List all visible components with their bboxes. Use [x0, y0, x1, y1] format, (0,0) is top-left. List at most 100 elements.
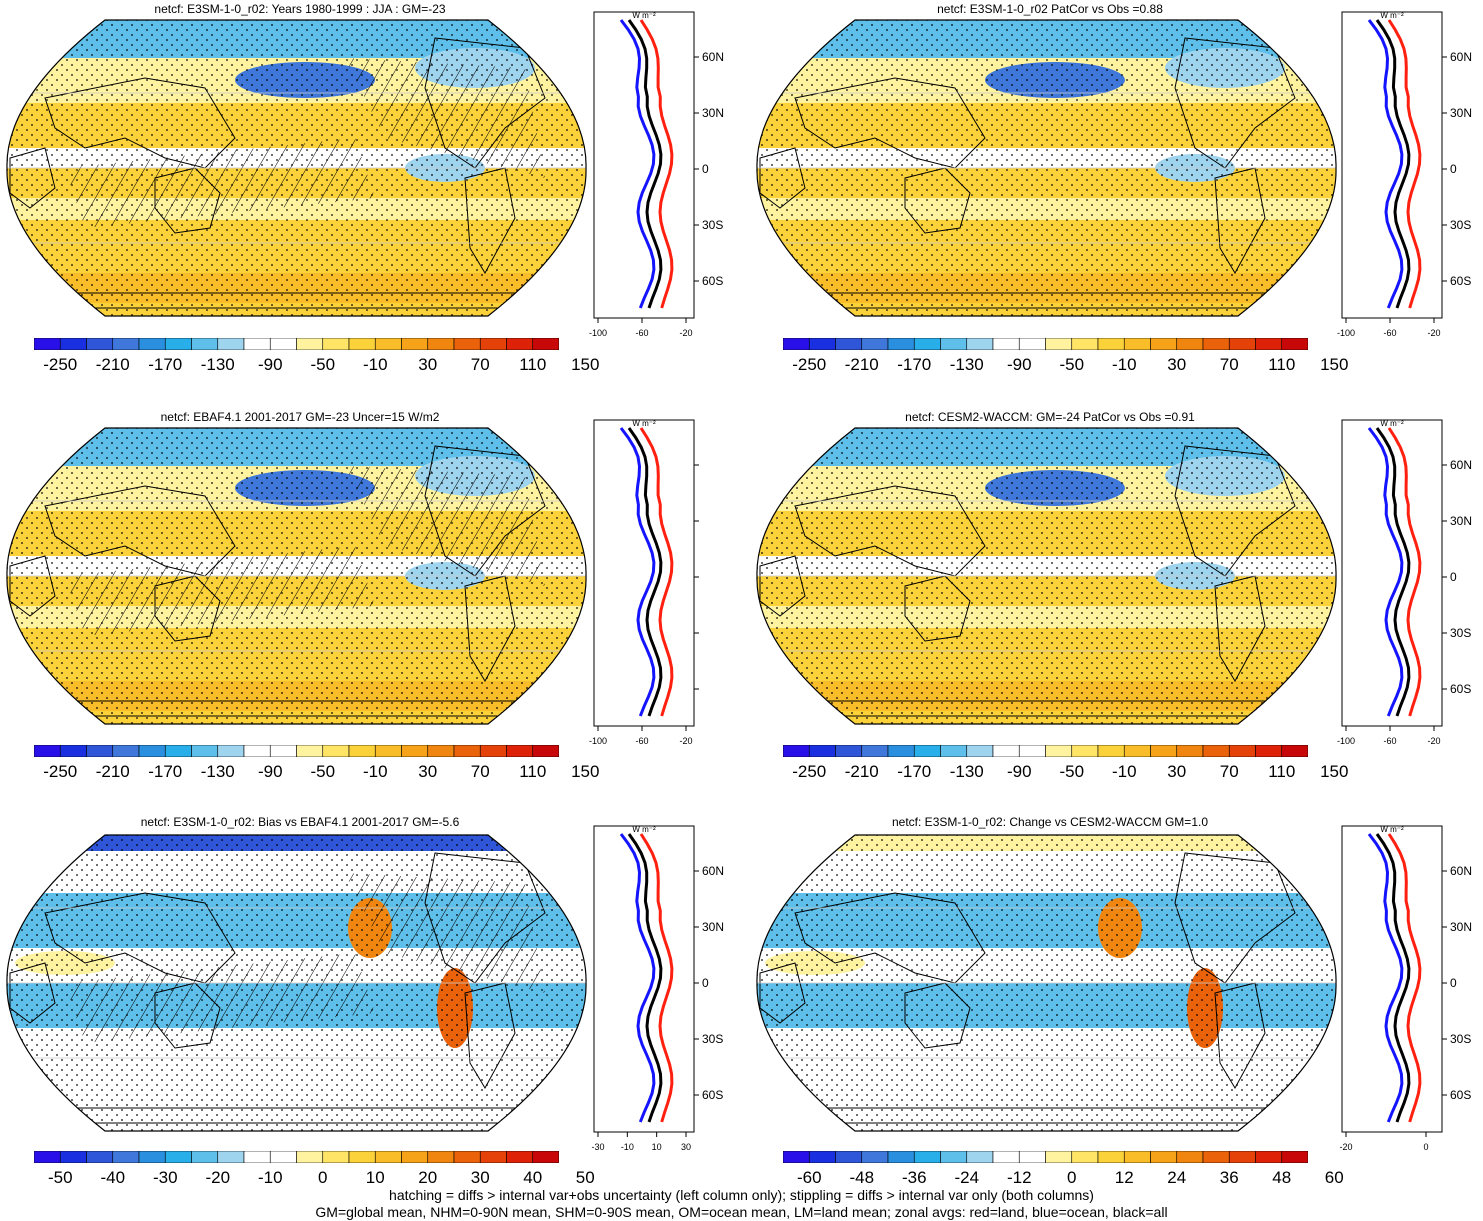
zonal-tick-label: 10 [652, 1142, 662, 1152]
zonal-tick-label: -60 [635, 736, 648, 746]
zonal-lat-label: 30S [702, 218, 723, 232]
colorbar-swatch [783, 1151, 810, 1163]
colorbar-swatch [506, 338, 534, 350]
colorbar [783, 745, 1308, 757]
colorbar-tick-label: 50 [575, 1168, 595, 1187]
colorbar-swatch [1123, 745, 1151, 757]
zonal-tick-label: -60 [1383, 736, 1396, 746]
colorbar-swatch [966, 338, 994, 350]
colorbar-tick-label: -210 [844, 762, 879, 781]
colorbar-tick-label: -250 [792, 355, 827, 374]
colorbar-tick-label: -130 [200, 762, 235, 781]
zonal-lat-label: 60N [1450, 864, 1472, 878]
colorbar-tick-label: -170 [897, 762, 932, 781]
colorbar-swatch [348, 1151, 376, 1163]
colorbar-swatch [1045, 338, 1073, 350]
colorbar-swatch [887, 338, 915, 350]
zonal-lat-label: 60S [1450, 274, 1471, 288]
colorbar-swatch [1018, 338, 1046, 350]
land-zonal-line [639, 833, 674, 1123]
colorbar-swatch [835, 1151, 863, 1163]
zonal-lat-label: 30S [1450, 626, 1471, 640]
all-zonal-line [1375, 19, 1411, 309]
zonal-tick-label: -20 [679, 328, 692, 338]
zonal-lat-label: 60S [1450, 682, 1471, 696]
zonal-lat-label: 60S [1450, 1088, 1471, 1102]
panel-title: netcf: E3SM-1-0_r02: Change vs CESM2-WAC… [892, 815, 1208, 829]
colorbar-tick-label: -90 [257, 355, 283, 374]
panel-title: netcf: EBAF4.1 2001-2017 GM=-23 Uncer=15… [160, 410, 440, 424]
robinson-map [756, 19, 1337, 317]
zonal-lat-label: 0 [1450, 570, 1457, 584]
colorbar-swatch [34, 1151, 61, 1163]
colorbar-tick-label: -130 [949, 762, 984, 781]
colorbar-swatch [322, 1151, 350, 1163]
colorbar-tick-label: 0 [1067, 1168, 1077, 1187]
colorbar-swatch [1255, 338, 1283, 350]
land-zonal-line [639, 19, 674, 309]
colorbar [34, 338, 559, 350]
land-zonal-line [1387, 19, 1422, 309]
colorbar-swatch [835, 745, 863, 757]
zonal-unit-label: W m⁻² [1380, 825, 1404, 834]
ocean-zonal-line [619, 833, 656, 1123]
colorbar-tick-label: 70 [1219, 355, 1239, 374]
colorbar-swatch [861, 1151, 889, 1163]
colorbar-swatch [374, 745, 402, 757]
colorbar-swatch [940, 745, 968, 757]
colorbar-swatch [427, 338, 455, 350]
colorbar-swatch [1176, 338, 1204, 350]
colorbar-swatch [401, 745, 429, 757]
colorbar-swatch [217, 745, 245, 757]
colorbar-tick-label: 70 [1219, 762, 1239, 781]
colorbar-swatch [1281, 1151, 1308, 1163]
colorbar-tick-label: 40 [523, 1168, 543, 1187]
colorbar-tick-label: 30 [470, 1168, 490, 1187]
colorbar-tick-label: 110 [1268, 762, 1296, 781]
colorbar-swatch [1150, 1151, 1178, 1163]
colorbar-swatch [532, 745, 559, 757]
zonal-unit-label: W m⁻² [632, 11, 656, 20]
colorbar-tick-label: 70 [470, 355, 490, 374]
colorbar-swatch [992, 338, 1020, 350]
colorbar-swatch [427, 745, 455, 757]
zonal-average-plot: W m⁻² 60N 30N 0 30S 60S -100 -60 -20 [1337, 419, 1472, 746]
all-zonal-line [1375, 833, 1411, 1123]
colorbar-swatch [112, 745, 140, 757]
colorbar-swatch [427, 1151, 455, 1163]
colorbar-tick-label: 110 [519, 762, 547, 781]
colorbar-tick-label: -10 [257, 1168, 283, 1187]
colorbar-tick-label: -30 [152, 1168, 178, 1187]
land-zonal-line [1387, 833, 1422, 1123]
zonal-tick-label: 0 [1423, 1142, 1428, 1152]
zonal-lat-label: 60N [1450, 50, 1472, 64]
colorbar-swatch [1202, 1151, 1230, 1163]
colorbar-swatch [322, 338, 350, 350]
colorbar-swatch [1071, 338, 1099, 350]
colorbar-swatch [34, 338, 61, 350]
colorbar-swatch [808, 1151, 836, 1163]
zonal-unit-label: W m⁻² [632, 825, 656, 834]
zonal-lat-label: 30S [1450, 218, 1471, 232]
zonal-unit-label: W m⁻² [1380, 11, 1404, 20]
zonal-lat-label: 30N [702, 106, 724, 120]
colorbar-swatch [861, 745, 889, 757]
colorbar-swatch [1281, 745, 1308, 757]
colorbar-swatch [808, 338, 836, 350]
colorbar-swatch [59, 1151, 87, 1163]
zonal-lat-label: 30N [702, 920, 724, 934]
footnote-line-2: GM=global mean, NHM=0-90N mean, SHM=0-90… [315, 1204, 1168, 1220]
robinson-map [6, 834, 587, 1132]
colorbar-swatch [1018, 745, 1046, 757]
colorbar-swatch [1255, 1151, 1283, 1163]
colorbar-tick-label: -130 [200, 355, 235, 374]
colorbar-swatch [913, 338, 941, 350]
zonal-lat-label: 60N [702, 864, 724, 878]
colorbar-swatch [913, 1151, 941, 1163]
colorbar-swatch [1097, 1151, 1125, 1163]
colorbar-tick-label: -250 [792, 762, 827, 781]
colorbar-swatch [835, 338, 863, 350]
colorbar-swatch [243, 338, 271, 350]
colorbar-swatch [86, 745, 114, 757]
colorbar-tick-label: 10 [365, 1168, 385, 1187]
